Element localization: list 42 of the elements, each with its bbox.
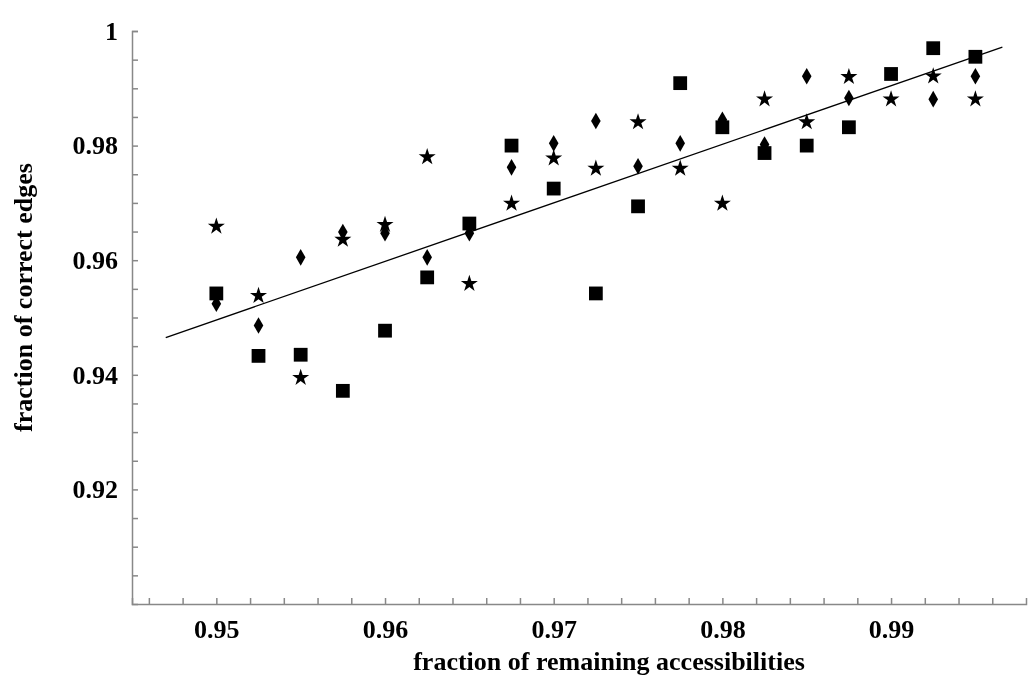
point — [292, 368, 310, 385]
point — [756, 90, 774, 107]
point — [966, 90, 984, 107]
y-tick-label: 0.96 — [72, 246, 118, 276]
x-tick-label: 0.96 — [362, 615, 409, 645]
point — [629, 113, 647, 130]
point — [546, 181, 561, 196]
x-axis-title: fraction of remaining accessibilities — [413, 647, 805, 676]
point — [798, 113, 816, 130]
point — [926, 41, 941, 56]
x-tick-label: 0.99 — [868, 615, 915, 645]
point — [588, 286, 603, 301]
point — [249, 286, 268, 303]
point — [671, 159, 689, 176]
x-tick-label: 0.95 — [194, 615, 240, 645]
point — [545, 149, 563, 166]
point — [503, 194, 521, 211]
point — [378, 323, 392, 338]
point — [207, 217, 225, 234]
y-tick-label: 0.94 — [72, 360, 118, 390]
point — [840, 67, 858, 85]
point — [587, 159, 605, 176]
x-tick-label: 0.97 — [531, 615, 577, 645]
point — [251, 349, 266, 363]
point — [631, 199, 645, 214]
point — [376, 215, 394, 232]
point — [713, 194, 731, 211]
point — [335, 383, 350, 398]
y-tick-label: 0.98 — [72, 131, 118, 161]
point — [882, 90, 900, 107]
point — [420, 270, 435, 285]
point — [841, 120, 856, 135]
x-tick-label: 0.98 — [700, 615, 746, 645]
y-tick-label: 1 — [105, 16, 118, 46]
point — [293, 347, 308, 362]
point — [799, 138, 814, 153]
y-axis-title: fraction of correct edges — [9, 163, 38, 432]
y-tick-label: 0.92 — [72, 475, 118, 505]
point — [884, 67, 898, 81]
point — [460, 274, 478, 291]
point — [673, 76, 688, 91]
point — [418, 148, 436, 165]
